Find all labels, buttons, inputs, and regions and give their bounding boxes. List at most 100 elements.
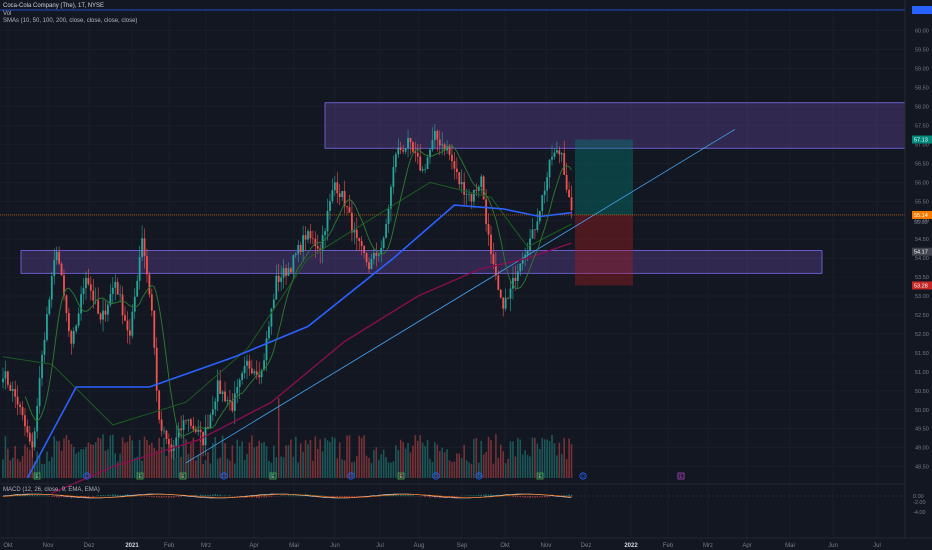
volume-bar <box>221 435 224 478</box>
candle-body <box>197 429 200 432</box>
volume-bar <box>424 445 426 478</box>
volume-bar <box>168 443 170 478</box>
candle-body <box>490 234 492 254</box>
volume-bar <box>434 442 436 478</box>
macd-hist-bar <box>46 495 48 497</box>
macd-hist-bar <box>517 496 519 498</box>
volume-bar <box>429 458 431 478</box>
macd-hist-bar <box>468 495 470 497</box>
candle-body <box>392 167 395 187</box>
volume-bar <box>43 463 46 478</box>
macd-hist-bar <box>85 496 87 497</box>
macd-hist-bar <box>356 496 358 498</box>
candle-body <box>304 235 307 240</box>
event-badge-shape <box>83 472 91 480</box>
sma-legend: SMAs (10, 50, 100, 200, close, close, cl… <box>3 18 138 24</box>
macd-hist-bar <box>358 496 360 498</box>
candle-body <box>153 310 156 348</box>
candle-body <box>419 156 422 171</box>
volume-bar <box>551 434 553 478</box>
x-tick-label: Feb <box>663 543 674 549</box>
volume-bars <box>2 398 573 478</box>
candle-body <box>333 182 336 191</box>
candle-body <box>309 231 312 239</box>
volume-bar <box>499 444 502 478</box>
candle-body <box>421 169 424 171</box>
candle-body <box>107 304 109 315</box>
candle-body <box>407 138 409 149</box>
macd-hist-bar <box>529 496 531 499</box>
macd-hist-bar <box>343 496 346 499</box>
event-badge: E <box>33 472 41 480</box>
candle-body <box>75 325 78 332</box>
event-badge: D <box>347 472 355 480</box>
macd-hist-bar <box>287 495 290 497</box>
volume-bar <box>14 445 16 478</box>
volume-bar <box>136 456 138 478</box>
macd-hist-bar <box>295 494 297 497</box>
candle-body <box>33 431 36 448</box>
macd-hist-bar <box>419 496 421 497</box>
candle-body <box>207 427 209 429</box>
x-tick-label: Nov <box>541 543 552 549</box>
macd-hist-bar <box>519 496 521 498</box>
macd-hist-bar <box>570 494 573 497</box>
volume-bar <box>231 445 234 478</box>
macd-hist-bar <box>24 494 26 497</box>
macd-hist-bar <box>58 496 60 498</box>
volume-bar <box>58 441 60 478</box>
volume-bar <box>229 460 231 478</box>
volume-bar <box>207 452 209 478</box>
macd-hist-bar <box>478 494 480 497</box>
volume-bar <box>295 436 297 478</box>
volume-bar <box>180 457 182 478</box>
macd-hist-bar <box>156 496 158 498</box>
macd-hist-bar <box>60 496 63 497</box>
macd-hist-bar <box>214 494 216 497</box>
candle-body <box>409 138 412 143</box>
volume-bar <box>563 438 565 478</box>
volume-bar <box>158 437 160 478</box>
macd-hist-bar <box>41 495 43 497</box>
volume-bar <box>446 449 448 478</box>
candle-body <box>336 182 339 194</box>
volume-bar <box>570 444 573 478</box>
candle-body <box>307 231 309 240</box>
macd-hist-bar <box>465 495 468 497</box>
candle-body <box>175 437 178 446</box>
volume-bar <box>392 461 395 478</box>
volume-bar <box>129 435 131 478</box>
time-axis-bg <box>0 538 932 550</box>
candle-body <box>285 268 287 276</box>
volume-bar <box>124 442 126 478</box>
y-tick-label: 48.50 <box>915 465 929 471</box>
candle-body <box>546 177 549 191</box>
candle-body <box>324 231 326 236</box>
y-tick-label: 54.00 <box>915 256 929 262</box>
volume-bar <box>521 454 524 478</box>
macd-hist-bar <box>453 496 456 497</box>
volume-bar <box>399 439 402 478</box>
candle-body <box>192 425 195 430</box>
event-badge-shape <box>397 472 405 480</box>
volume-bar <box>458 453 461 478</box>
candle-body <box>158 390 161 420</box>
volume-bar <box>529 456 531 478</box>
candle-body <box>216 380 219 402</box>
volume-bar <box>80 449 82 478</box>
candle-body <box>543 190 546 196</box>
volume-bar <box>343 460 346 478</box>
current-price-sub: 55.02 <box>914 220 928 226</box>
volume-bar <box>280 456 282 478</box>
candle-body <box>424 168 427 170</box>
volume-bar <box>421 442 424 478</box>
volume-bar <box>514 456 517 478</box>
event-badge: D <box>220 472 228 480</box>
volume-bar <box>209 463 212 478</box>
candle-body <box>246 360 248 366</box>
volume-bar <box>112 434 114 478</box>
candle-body <box>36 406 39 432</box>
candle-body <box>102 310 104 320</box>
